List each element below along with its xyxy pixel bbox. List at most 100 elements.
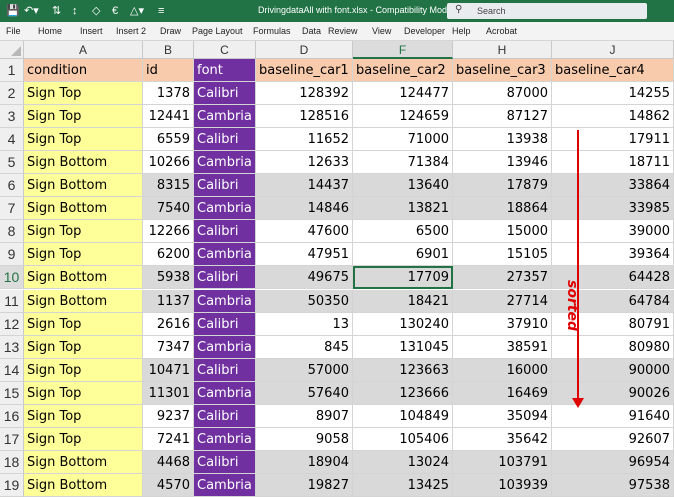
- row-header[interactable]: 15: [0, 381, 24, 405]
- column-header-d[interactable]: D: [256, 41, 353, 59]
- select-all-corner[interactable]: [0, 41, 24, 59]
- cell-c4[interactable]: 91640: [552, 404, 674, 428]
- cell-c3[interactable]: 87000: [453, 82, 552, 106]
- row-header[interactable]: 7: [0, 197, 24, 221]
- format-icon[interactable]: €: [112, 5, 119, 17]
- cell-c4[interactable]: 33985: [552, 197, 674, 221]
- cell-c3[interactable]: 18864: [453, 197, 552, 221]
- cell-c3[interactable]: 37910: [453, 312, 552, 336]
- cell-c2[interactable]: 13024: [353, 450, 453, 474]
- cell-font[interactable]: Cambria: [194, 381, 256, 405]
- cell-condition[interactable]: Sign Bottom: [24, 174, 143, 198]
- row-header[interactable]: 6: [0, 174, 24, 198]
- row-header[interactable]: 4: [0, 128, 24, 152]
- cell-c3[interactable]: 16469: [453, 381, 552, 405]
- cell-condition[interactable]: Sign Bottom: [24, 266, 143, 290]
- cell-font[interactable]: Calibri: [194, 450, 256, 474]
- search-box[interactable]: ⚲ Search: [447, 3, 647, 19]
- sort-ascending-icon[interactable]: ↕: [72, 5, 78, 17]
- ribbon-tab-page-layout[interactable]: Page Layout: [192, 26, 243, 36]
- cell-condition[interactable]: Sign Top: [24, 381, 143, 405]
- cell-font[interactable]: Calibri: [194, 358, 256, 382]
- cell-c1[interactable]: 128516: [256, 105, 353, 129]
- cell-c4[interactable]: 64784: [552, 289, 674, 313]
- cell-c2[interactable]: 71384: [353, 151, 453, 175]
- cell-c1[interactable]: 47951: [256, 243, 353, 267]
- cell-c4[interactable]: 39000: [552, 220, 674, 244]
- cell-c2[interactable]: 6901: [353, 243, 453, 267]
- cell-c1[interactable]: 57000: [256, 358, 353, 382]
- row-header[interactable]: 19: [0, 473, 24, 497]
- cell-font[interactable]: Calibri: [194, 266, 256, 290]
- cell-c3[interactable]: 15000: [453, 220, 552, 244]
- cell-c3[interactable]: 27357: [453, 266, 552, 290]
- cell-condition[interactable]: Sign Bottom: [24, 450, 143, 474]
- column-header-h[interactable]: H: [453, 41, 552, 59]
- row-header[interactable]: 18: [0, 450, 24, 474]
- cell-id[interactable]: 6559: [143, 128, 194, 152]
- cell-c4[interactable]: 92607: [552, 427, 674, 451]
- ribbon-tab-file[interactable]: File: [6, 26, 21, 36]
- cell-c4[interactable]: 90026: [552, 381, 674, 405]
- ribbon-tab-developer[interactable]: Developer: [404, 26, 446, 36]
- cell-c2[interactable]: 17709: [353, 266, 453, 290]
- cell-c2[interactable]: 18421: [353, 289, 453, 313]
- cell-condition[interactable]: Sign Top: [24, 335, 143, 359]
- cell-id[interactable]: 7347: [143, 335, 194, 359]
- cell-id[interactable]: 9237: [143, 404, 194, 428]
- cell-c2[interactable]: 130240: [353, 312, 453, 336]
- row-header[interactable]: 2: [0, 82, 24, 106]
- cell-c3[interactable]: 17879: [453, 174, 552, 198]
- row-header[interactable]: 16: [0, 404, 24, 428]
- ribbon-tab-home[interactable]: Home: [38, 26, 63, 36]
- row-header[interactable]: 1: [0, 59, 24, 83]
- row-header[interactable]: 14: [0, 358, 24, 382]
- header-cell-c1[interactable]: baseline_car1: [256, 59, 353, 83]
- cell-condition[interactable]: Sign Bottom: [24, 151, 143, 175]
- cell-c4[interactable]: 14862: [552, 105, 674, 129]
- header-cell-c2[interactable]: baseline_car2: [353, 59, 453, 83]
- cell-c4[interactable]: 96954: [552, 450, 674, 474]
- header-cell-font[interactable]: font: [194, 59, 256, 83]
- cell-condition[interactable]: Sign Top: [24, 312, 143, 336]
- cell-c1[interactable]: 49675: [256, 266, 353, 290]
- cell-c1[interactable]: 47600: [256, 220, 353, 244]
- cell-c2[interactable]: 131045: [353, 335, 453, 359]
- ribbon-tab-acrobat[interactable]: Acrobat: [486, 26, 518, 36]
- cell-c4[interactable]: 80980: [552, 335, 674, 359]
- cell-font[interactable]: Calibri: [194, 174, 256, 198]
- customize-quick-access-icon[interactable]: ≡: [158, 5, 165, 17]
- cell-font[interactable]: Calibri: [194, 82, 256, 106]
- cell-id[interactable]: 1378: [143, 82, 194, 106]
- cell-condition[interactable]: Sign Top: [24, 243, 143, 267]
- header-cell-condition[interactable]: condition: [24, 59, 143, 83]
- header-cell-c4[interactable]: baseline_car4: [552, 59, 674, 83]
- cell-c1[interactable]: 11652: [256, 128, 353, 152]
- cell-condition[interactable]: Sign Top: [24, 358, 143, 382]
- cell-c4[interactable]: 64428: [552, 266, 674, 290]
- cell-c1[interactable]: 19827: [256, 473, 353, 497]
- cell-c4[interactable]: 33864: [552, 174, 674, 198]
- row-header[interactable]: 3: [0, 105, 24, 129]
- cell-font[interactable]: Cambria: [194, 243, 256, 267]
- cell-c3[interactable]: 15105: [453, 243, 552, 267]
- cell-c4[interactable]: 90000: [552, 358, 674, 382]
- cell-font[interactable]: Cambria: [194, 289, 256, 313]
- cell-c1[interactable]: 14846: [256, 197, 353, 221]
- eraser-icon[interactable]: ◇: [92, 5, 101, 17]
- cell-condition[interactable]: Sign Top: [24, 404, 143, 428]
- cell-c2[interactable]: 105406: [353, 427, 453, 451]
- cell-font[interactable]: Cambria: [194, 335, 256, 359]
- cell-condition[interactable]: Sign Top: [24, 220, 143, 244]
- cell-c1[interactable]: 8907: [256, 404, 353, 428]
- cell-c1[interactable]: 13: [256, 312, 353, 336]
- cell-condition[interactable]: Sign Top: [24, 128, 143, 152]
- cell-c3[interactable]: 35642: [453, 427, 552, 451]
- cell-font[interactable]: Calibri: [194, 128, 256, 152]
- cell-font[interactable]: Cambria: [194, 473, 256, 497]
- cell-font[interactable]: Calibri: [194, 404, 256, 428]
- cell-c4[interactable]: 14255: [552, 82, 674, 106]
- row-header[interactable]: 5: [0, 151, 24, 175]
- cell-id[interactable]: 12266: [143, 220, 194, 244]
- cell-id[interactable]: 6200: [143, 243, 194, 267]
